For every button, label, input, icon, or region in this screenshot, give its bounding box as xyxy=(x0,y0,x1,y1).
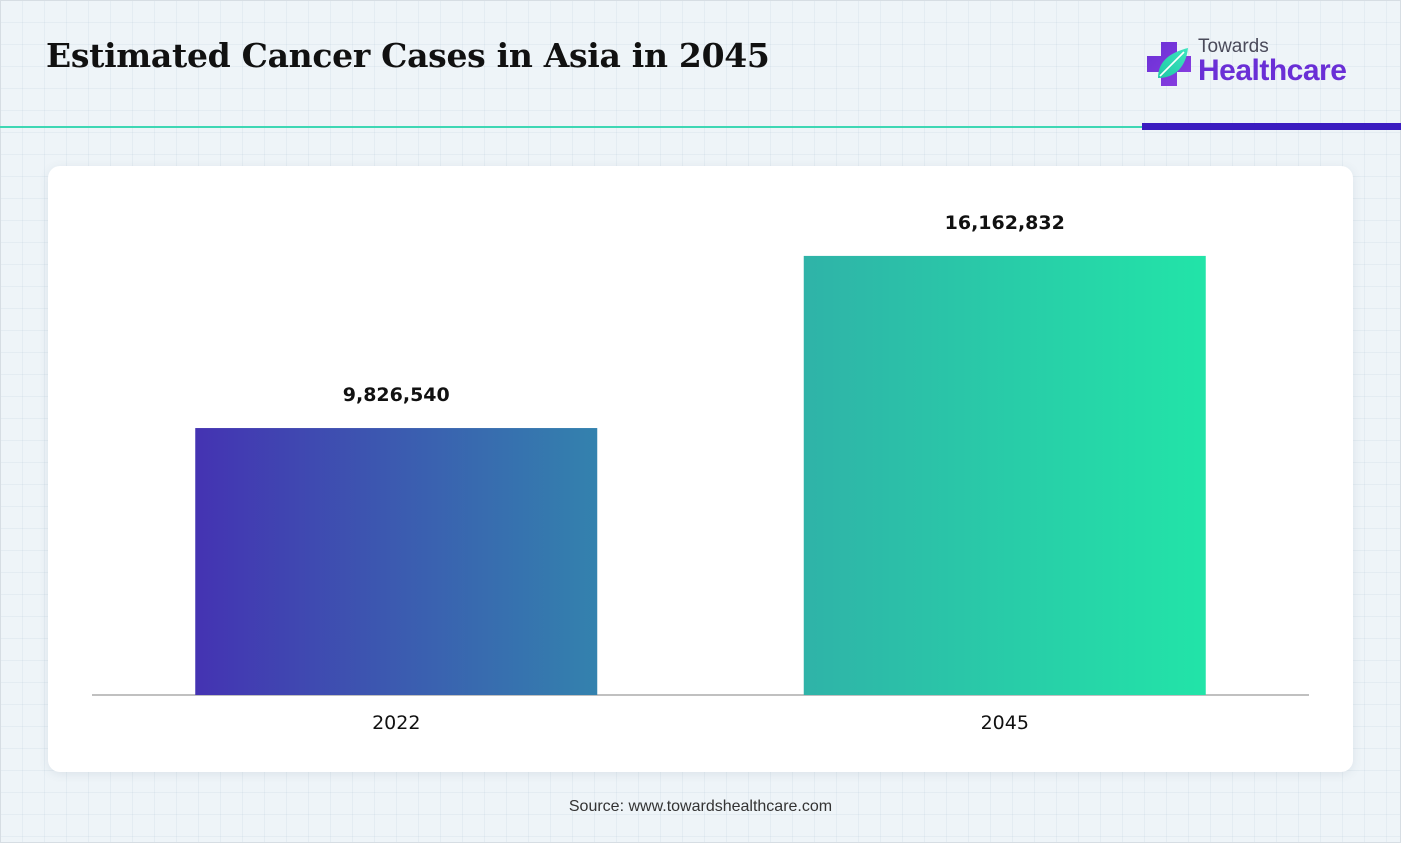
logo-top-text: Towards xyxy=(1198,36,1269,57)
header-divider-purple xyxy=(1142,123,1401,130)
bar-2022 xyxy=(195,428,598,695)
x-tick-label-2022: 2022 xyxy=(372,712,420,734)
brand-logo: Towards Healthcare xyxy=(1146,36,1366,92)
data-label-2045: 16,162,832 xyxy=(945,212,1065,234)
medical-cross-leaf-icon xyxy=(1147,42,1191,86)
chart-card: 9,826,540 2022 16,162,832 2045 xyxy=(48,166,1353,772)
source-note: Source: www.towardshealthcare.com xyxy=(568,798,833,815)
logo-main-text: Healthcare xyxy=(1198,54,1347,87)
header-divider-teal xyxy=(0,126,1142,128)
bar-chart: 9,826,540 2022 16,162,832 2045 xyxy=(92,212,1309,734)
page-title: Estimated Cancer Cases in Asia in 2045 xyxy=(46,36,770,75)
data-label-2022: 9,826,540 xyxy=(343,384,450,406)
x-tick-label-2045: 2045 xyxy=(981,712,1029,734)
bar-2045 xyxy=(803,255,1206,695)
